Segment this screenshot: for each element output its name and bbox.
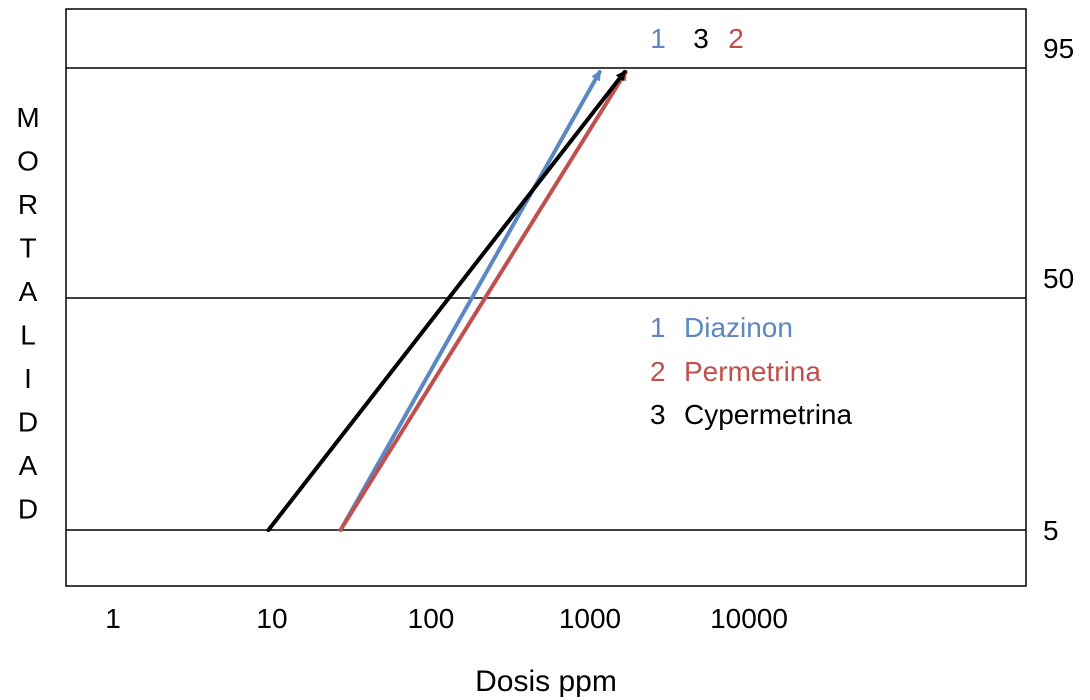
y-axis-letter: A (19, 450, 38, 481)
y-axis-letter: R (18, 189, 38, 220)
legend: 1 Diazinon 2 Permetrina 3 Cypermetrina (650, 312, 852, 430)
level-label-95: 95 (1043, 33, 1074, 64)
series-line-diazinon (338, 70, 602, 532)
series-line-cypermetrina (266, 70, 627, 532)
legend-name-3: Cypermetrina (684, 399, 852, 430)
x-tick-label-100: 100 (408, 603, 455, 634)
legend-num-3: 3 (650, 399, 666, 430)
series-lines (266, 70, 628, 532)
legend-name-2: Permetrina (684, 356, 821, 387)
arrow-label-2: 2 (728, 23, 744, 54)
x-tick-label-10: 10 (256, 603, 287, 634)
x-tick-label-1: 1 (105, 603, 121, 634)
y-axis-letter: T (19, 233, 36, 264)
x-tick-labels: 1 10 100 1000 10000 (105, 603, 788, 634)
series-line-permetrina (338, 70, 628, 532)
x-tick-label-1000: 1000 (559, 603, 621, 634)
y-axis-letter: I (24, 363, 32, 394)
legend-name-1: Diazinon (684, 312, 793, 343)
y-axis-letter: D (18, 407, 38, 438)
level-label-50: 50 (1043, 263, 1074, 294)
level-label-5: 5 (1043, 515, 1059, 546)
x-tick-label-10000: 10000 (710, 603, 788, 634)
y-axis-letter: A (19, 276, 38, 307)
level-lines (66, 67, 1026, 531)
x-axis-label: Dosis ppm (475, 665, 617, 698)
y-axis-letter: O (17, 146, 39, 177)
arrow-label-1: 1 (650, 23, 666, 54)
legend-num-2: 2 (650, 356, 666, 387)
y-axis-letter: M (16, 102, 39, 133)
level-labels: 95 50 5 (1043, 33, 1074, 546)
arrow-label-3: 3 (693, 23, 709, 54)
arrow-tip-labels: 1 3 2 (650, 23, 744, 54)
legend-num-1: 1 (650, 312, 666, 343)
y-axis-letter: D (18, 494, 38, 525)
y-axis-letter: L (20, 320, 36, 351)
